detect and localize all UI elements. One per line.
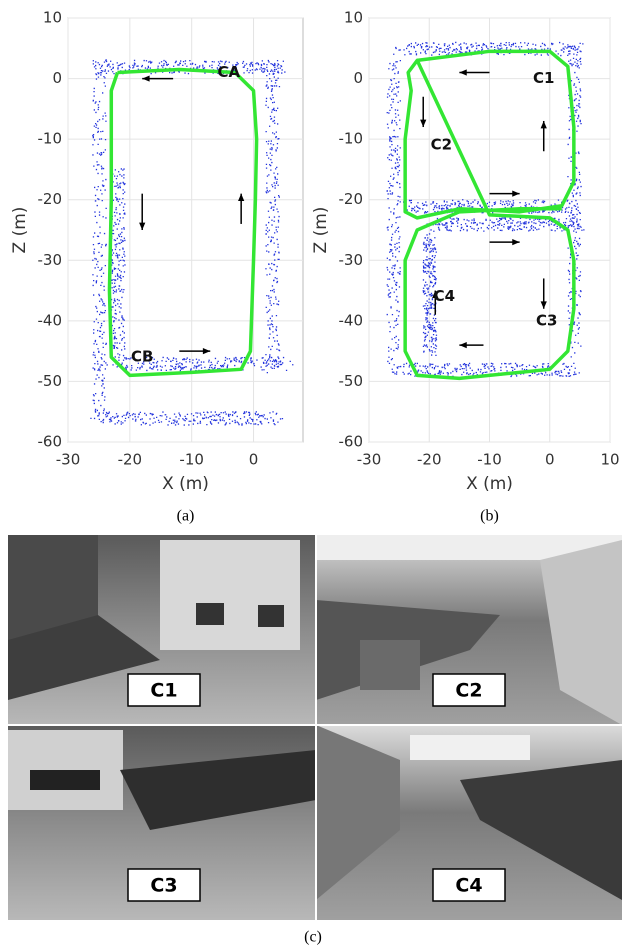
photo-label: C1 xyxy=(150,680,177,702)
panel-caption: (b) xyxy=(480,508,499,525)
y-tick-label: 0 xyxy=(52,69,62,87)
x-tick-label: -10 xyxy=(477,451,502,469)
y-tick-label: 10 xyxy=(344,9,363,27)
x-tick-label: -10 xyxy=(179,451,204,469)
y-axis-label: Z (m) xyxy=(10,207,30,254)
annotation: C2 xyxy=(431,136,452,154)
y-tick-label: -10 xyxy=(339,130,364,148)
figure-caption: (c) xyxy=(304,929,322,946)
x-axis-label: X (m) xyxy=(466,474,513,494)
photo-label: C2 xyxy=(455,680,482,702)
annotation: C3 xyxy=(536,311,557,329)
y-tick-label: -50 xyxy=(38,372,63,390)
x-tick-label: -30 xyxy=(357,451,382,469)
y-tick-label: -60 xyxy=(339,433,364,451)
annotation: CA xyxy=(217,63,240,81)
y-tick-label: -50 xyxy=(339,372,364,390)
photo-label: C4 xyxy=(455,875,482,897)
x-tick-label: 10 xyxy=(600,451,619,469)
x-tick-label: 0 xyxy=(545,451,555,469)
x-tick-label: -20 xyxy=(118,451,143,469)
panel-caption: (a) xyxy=(177,508,195,525)
y-tick-label: 10 xyxy=(43,9,62,27)
y-tick-label: -20 xyxy=(38,190,63,208)
y-tick-label: -40 xyxy=(38,311,63,329)
y-tick-label: -20 xyxy=(339,190,364,208)
y-tick-label: -60 xyxy=(38,433,63,451)
y-tick-label: -30 xyxy=(38,251,63,269)
x-tick-label: -30 xyxy=(56,451,81,469)
y-tick-label: -30 xyxy=(339,251,364,269)
y-axis-label: Z (m) xyxy=(311,207,331,254)
y-tick-label: -40 xyxy=(339,311,364,329)
annotation: CB xyxy=(131,348,153,366)
figure: (c) 100-10-20-30-40-50-60-30-20-100CACBX… xyxy=(0,0,626,950)
x-tick-label: 0 xyxy=(249,451,259,469)
annotation: C1 xyxy=(533,69,554,87)
y-tick-label: -10 xyxy=(38,130,63,148)
annotation: C4 xyxy=(434,287,455,305)
y-tick-label: 0 xyxy=(353,69,363,87)
x-axis-label: X (m) xyxy=(162,474,209,494)
photo-label: C3 xyxy=(150,875,177,897)
x-tick-label: -20 xyxy=(417,451,442,469)
